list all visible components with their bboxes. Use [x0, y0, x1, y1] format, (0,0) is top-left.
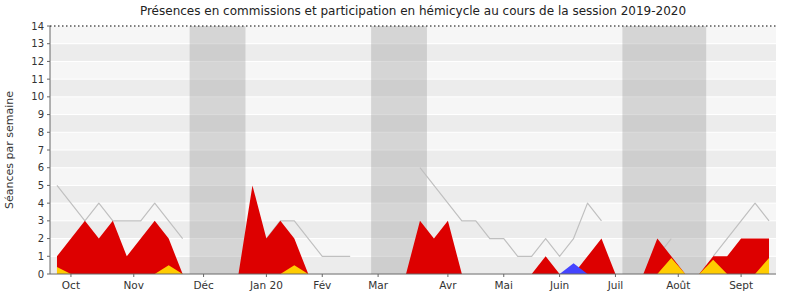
x-tick [741, 274, 742, 277]
y-tick [47, 79, 50, 80]
y-tick [47, 150, 50, 151]
x-tick-label: Oct [62, 279, 80, 291]
y-tick-label: 8 [38, 127, 44, 138]
y-tick [47, 256, 50, 257]
y-tick-label: 11 [31, 74, 44, 85]
y-axis-label: Séances par semaine [3, 91, 16, 209]
y-tick [47, 185, 50, 186]
x-tick-label: Fév [313, 279, 331, 291]
x-tick [70, 274, 71, 277]
plot-area [57, 26, 769, 274]
y-tick [47, 274, 50, 275]
y-tick [47, 132, 50, 133]
chart-container: Présences en commissions et participatio… [0, 0, 790, 300]
y-tick-label: 1 [38, 251, 44, 262]
y-tick-label: 13 [31, 38, 44, 49]
y-tick-label: 6 [38, 162, 44, 173]
top-range-line [50, 26, 776, 27]
y-tick-label: 5 [38, 180, 44, 191]
vacation-span [190, 26, 246, 274]
x-tick [378, 274, 379, 277]
x-tick [615, 274, 616, 277]
y-tick [47, 96, 50, 97]
x-tick [678, 274, 679, 277]
x-tick-label: Juin [549, 279, 569, 291]
y-tick [47, 203, 50, 204]
x-tick [266, 274, 267, 277]
y-tick [47, 43, 50, 44]
x-axis-line [50, 274, 776, 275]
x-tick-label: Mai [495, 279, 513, 291]
y-tick-label: 3 [38, 215, 44, 226]
area-series [57, 185, 769, 274]
x-tick [447, 274, 448, 277]
grid [50, 26, 776, 274]
y-tick [47, 26, 50, 27]
grid-line [50, 274, 776, 275]
vacation-span [622, 26, 706, 274]
x-tick-label: Nov [124, 279, 145, 291]
x-tick-label: Mar [368, 279, 388, 291]
y-tick-label: 14 [31, 21, 44, 32]
x-tick-label: Août [666, 279, 690, 291]
area-series [57, 263, 769, 274]
x-tick-label: Juil [607, 279, 624, 291]
x-tick [322, 274, 323, 277]
y-tick [47, 238, 50, 239]
x-tick-label: Avr [439, 279, 457, 291]
title: Présences en commissions et participatio… [140, 4, 686, 18]
y-tick [47, 114, 50, 115]
y-tick-label: 9 [38, 109, 44, 120]
y-tick-label: 0 [38, 269, 44, 280]
x-tick [503, 274, 504, 277]
x-tick [133, 274, 134, 277]
y-tick [47, 167, 50, 168]
y-tick-label: 2 [38, 233, 44, 244]
y-tick [47, 61, 50, 62]
y-tick-label: 7 [38, 145, 44, 156]
y-tick [47, 220, 50, 221]
x-tick-label: Déc [193, 279, 214, 291]
x-tick-label: Sept [729, 279, 753, 291]
chart: Présences en commissions et participatio… [0, 0, 790, 300]
axes: 01234567891011121314OctNovDécJan 20FévMa… [31, 21, 776, 292]
y-tick-label: 10 [31, 91, 44, 102]
y-tick-label: 4 [38, 198, 44, 209]
area-series [57, 258, 769, 274]
y-tick-label: 12 [31, 56, 44, 67]
x-tick-label: Jan 20 [249, 279, 283, 291]
x-tick [203, 274, 204, 277]
x-tick [559, 274, 560, 277]
